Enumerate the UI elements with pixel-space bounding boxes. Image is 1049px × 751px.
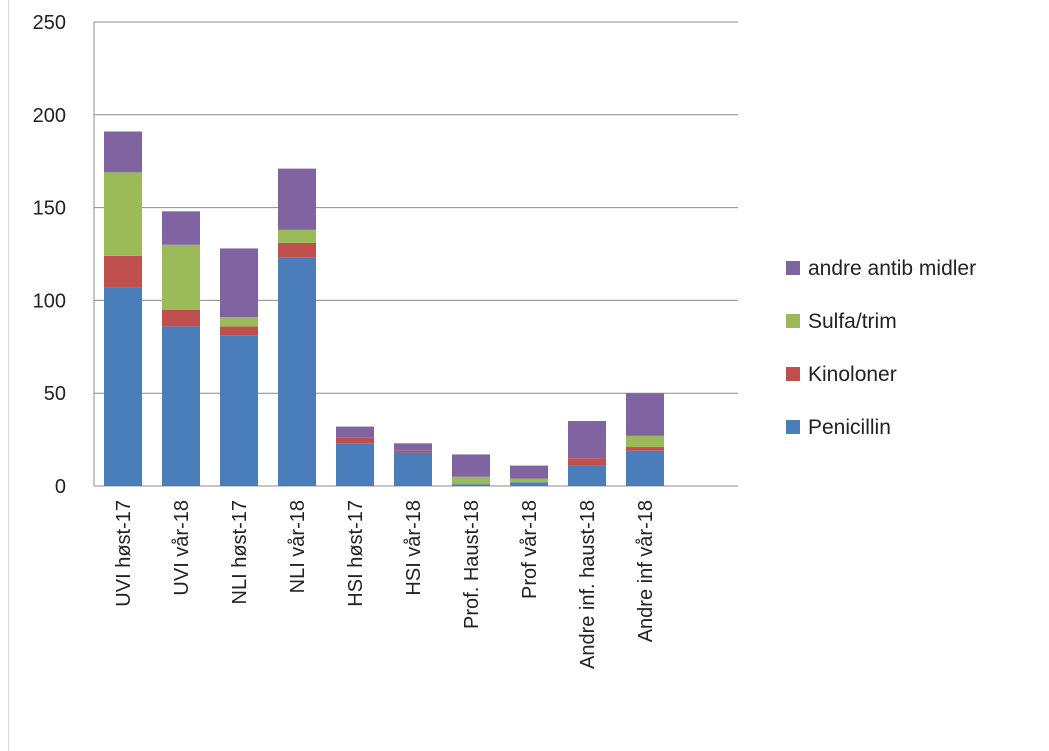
bar-segment bbox=[568, 421, 606, 459]
bar-segment bbox=[394, 450, 432, 453]
bar-segment bbox=[510, 478, 548, 483]
x-category-label: HSI høst-17 bbox=[345, 500, 367, 607]
bar-segment bbox=[510, 465, 548, 479]
y-tick-label: 250 bbox=[33, 12, 66, 34]
bar-segment bbox=[568, 458, 606, 466]
x-category-label: Andre inf. haust-18 bbox=[577, 500, 599, 669]
bar-segment bbox=[162, 211, 200, 245]
bar-segment bbox=[394, 452, 432, 486]
x-category-label: NLI høst-17 bbox=[229, 500, 251, 604]
frame-edge bbox=[8, 0, 9, 751]
x-category-label: UVI høst-17 bbox=[113, 500, 135, 607]
legend-label: Sulfa/trim bbox=[808, 310, 897, 333]
legend-swatch bbox=[786, 314, 800, 328]
legend-swatch bbox=[786, 420, 800, 434]
bar-segment bbox=[626, 393, 664, 436]
bar-segment bbox=[220, 248, 258, 318]
legend-label: Penicillin bbox=[808, 416, 891, 439]
x-category-label: HSI vår-18 bbox=[403, 500, 425, 596]
legend-swatch bbox=[786, 261, 800, 275]
bar-segment bbox=[452, 476, 490, 485]
bar-segment bbox=[626, 447, 664, 451]
bar-segment bbox=[104, 131, 142, 173]
legend-swatch bbox=[786, 367, 800, 381]
bar-segment bbox=[626, 435, 664, 448]
bar-segment bbox=[568, 465, 606, 486]
y-tick-label: 100 bbox=[33, 290, 66, 312]
bar-segment bbox=[104, 255, 142, 288]
bar-segment bbox=[452, 454, 490, 477]
bar-segment bbox=[278, 168, 316, 230]
bar-segment bbox=[104, 287, 142, 486]
y-tick-label: 200 bbox=[33, 105, 66, 127]
bar-segment bbox=[336, 443, 374, 486]
bar-segment bbox=[394, 443, 432, 451]
bar-segment bbox=[452, 484, 490, 486]
bar-segment bbox=[278, 242, 316, 258]
x-category-label: NLI vår-18 bbox=[287, 500, 309, 593]
x-category-label: UVI vår-18 bbox=[171, 500, 193, 596]
x-category-label: Prof. Haust-18 bbox=[461, 500, 483, 629]
bar-segment bbox=[220, 326, 258, 336]
bar-segment bbox=[162, 326, 200, 486]
legend-label: Kinoloner bbox=[808, 363, 897, 386]
bar-segment bbox=[162, 244, 200, 310]
x-category-label: Andre inf vår-18 bbox=[635, 500, 657, 642]
bar-segment bbox=[510, 482, 548, 486]
bar-segment bbox=[104, 172, 142, 256]
y-tick-label: 0 bbox=[55, 476, 66, 498]
y-tick-label: 50 bbox=[44, 383, 66, 405]
bar-segment bbox=[220, 335, 258, 486]
legend-label: andre antib midler bbox=[808, 257, 976, 280]
bar-segment bbox=[336, 437, 374, 444]
bar-segment bbox=[278, 257, 316, 486]
bar-segment bbox=[162, 309, 200, 327]
bar-segment bbox=[220, 317, 258, 327]
bar-segment bbox=[278, 229, 316, 243]
bar-segment bbox=[336, 426, 374, 438]
bar-segment bbox=[626, 450, 664, 486]
x-category-label: Prof vår-18 bbox=[519, 500, 541, 599]
y-tick-label: 150 bbox=[33, 198, 66, 220]
